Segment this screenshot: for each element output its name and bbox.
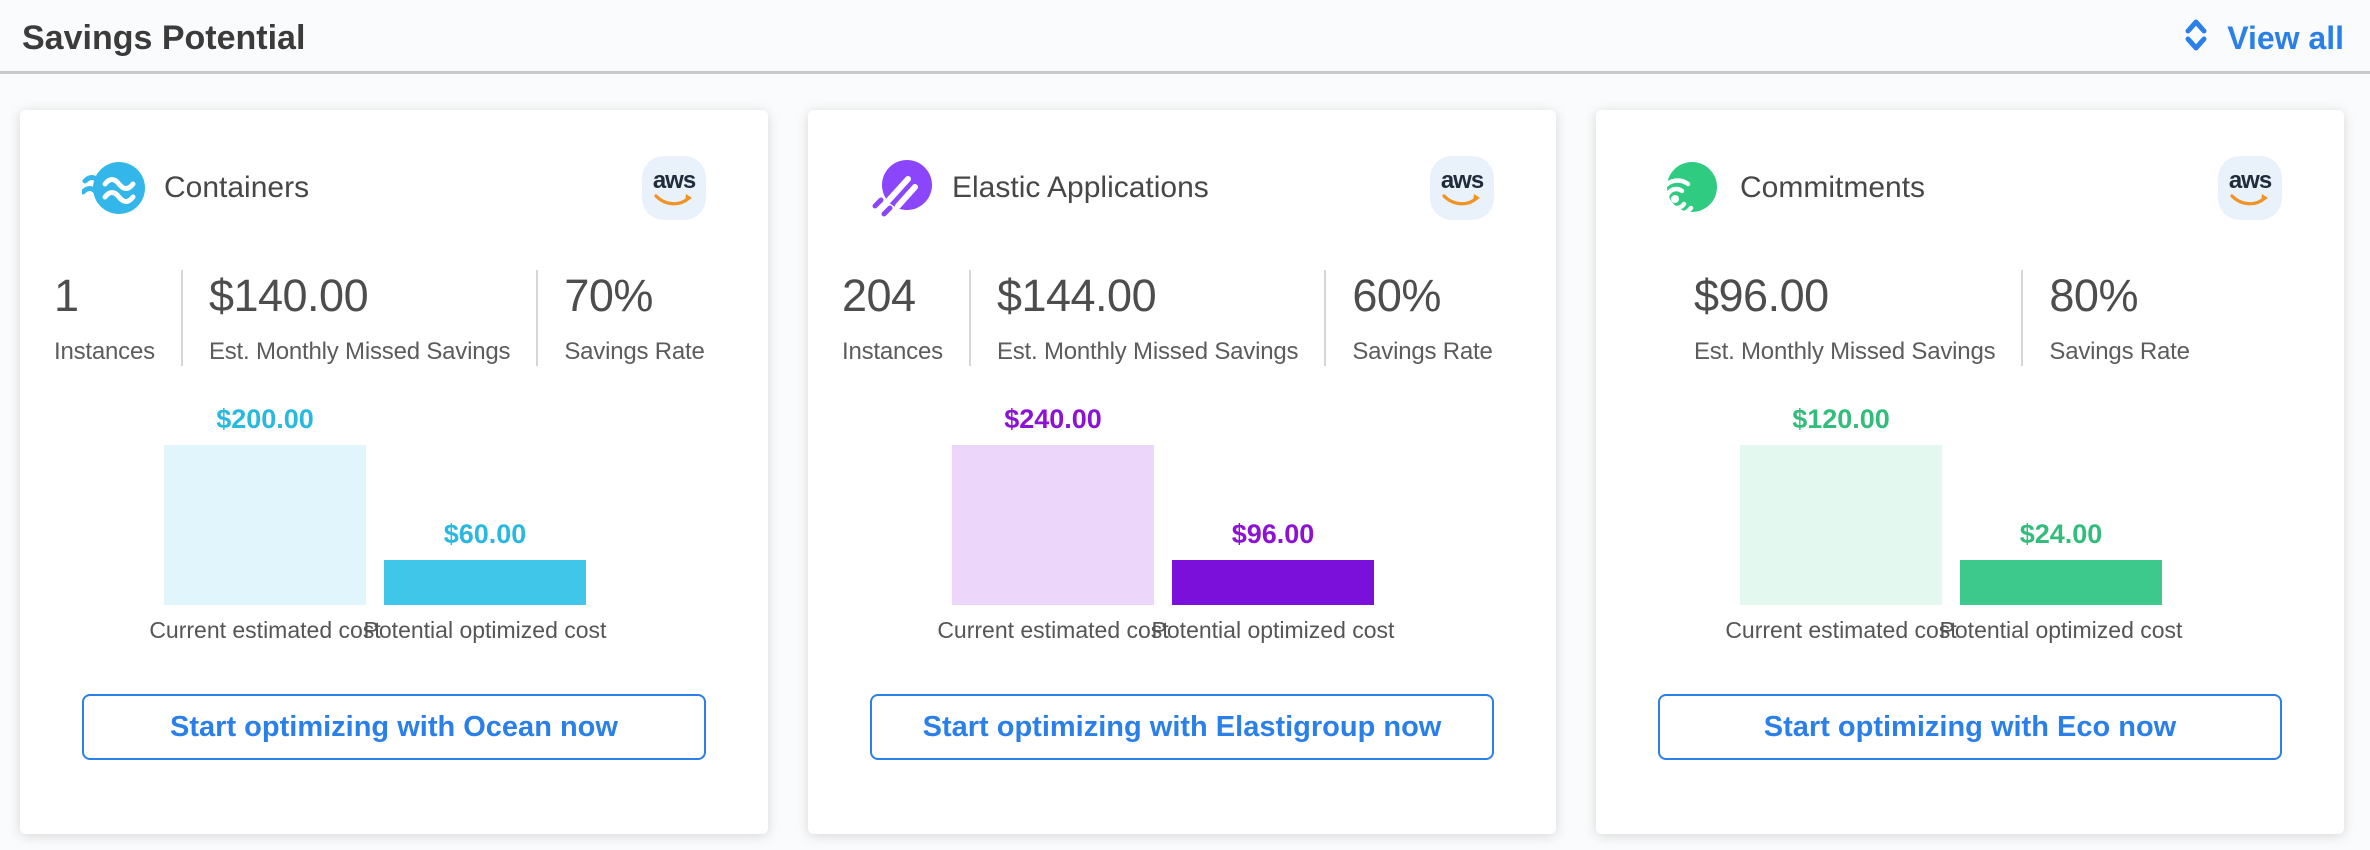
stat-label: Est. Monthly Missed Savings (208, 338, 511, 365)
chart-column-potential: $96.00 Potential optimized cost (1152, 404, 1395, 644)
stat-instances: 1 Instances (54, 270, 181, 366)
aws-label: aws (2228, 166, 2272, 194)
chart-column-current: $120.00 Current estimated cost (1725, 404, 1956, 644)
stat-value: 1 (54, 270, 79, 321)
cost-comparison-chart: $240.00 Current estimated cost $96.00 Po… (937, 404, 1522, 644)
bar-potential-optimized-cost (384, 560, 586, 605)
aws-badge: aws (2218, 156, 2282, 220)
bar-category-label: Current estimated cost (937, 617, 1169, 643)
bar-value-label: $60.00 (443, 519, 527, 549)
stat-missed-savings: $140.00 Est. Monthly Missed Savings (180, 270, 536, 366)
stat-value: 80% (2049, 270, 2138, 321)
start-optimizing-elastigroup-button[interactable]: Start optimizing with Elastigroup now (870, 694, 1494, 760)
stat-savings-rate: 70% Savings Rate (536, 270, 730, 366)
bar-category-label: Current estimated cost (149, 617, 381, 643)
card-header: Elastic Applications aws (842, 156, 1522, 220)
stat-label: Savings Rate (2049, 338, 2190, 365)
savings-potential-header: Savings Potential View all (0, 0, 2370, 74)
stat-value: $96.00 (1694, 270, 1829, 321)
stat-value: $140.00 (208, 270, 369, 321)
bar-category-label: Potential optimized cost (1939, 617, 2183, 643)
stat-value: 204 (842, 270, 916, 321)
eco-icon (1658, 159, 1722, 217)
card-containers: Containers aws 1 Instances $140.00 Est. … (20, 110, 768, 834)
bar-potential-optimized-cost (1172, 560, 1374, 605)
bar-current-estimated-cost (164, 445, 366, 605)
sort-vertical-icon (2181, 17, 2211, 61)
card-title: Commitments (1740, 171, 1926, 204)
aws-label: aws (1440, 166, 1484, 194)
stat-label: Savings Rate (564, 338, 705, 365)
page-title: Savings Potential (22, 19, 306, 57)
card-elastic-applications: Elastic Applications aws 204 Instances $… (808, 110, 1556, 834)
aws-smile-icon (1442, 193, 1482, 212)
aws-badge: aws (1430, 156, 1494, 220)
card-title: Elastic Applications (952, 171, 1209, 204)
card-title: Containers (164, 171, 310, 204)
stat-savings-rate: 80% Savings Rate (2021, 270, 2215, 366)
stat-label: Est. Monthly Missed Savings (996, 338, 1299, 365)
stat-value: 60% (1352, 270, 1441, 321)
view-all-button[interactable]: View all (2181, 17, 2344, 61)
bar-value-label: $240.00 (1004, 404, 1102, 434)
bar-value-label: $120.00 (1792, 404, 1890, 434)
stat-label: Est. Monthly Missed Savings (1694, 338, 1996, 365)
start-optimizing-ocean-button[interactable]: Start optimizing with Ocean now (82, 694, 706, 760)
card-header: Commitments aws (1630, 156, 2310, 220)
chart-column-current: $240.00 Current estimated cost (937, 404, 1168, 644)
stat-savings-rate: 60% Savings Rate (1324, 270, 1518, 366)
aws-badge: aws (642, 156, 706, 220)
stat-label: Savings Rate (1352, 338, 1493, 365)
aws-label: aws (652, 166, 696, 194)
cost-comparison-chart: $200.00 Current estimated cost $60.00 Po… (149, 404, 734, 644)
stat-missed-savings: $96.00 Est. Monthly Missed Savings (1694, 270, 2021, 366)
stats-row: $96.00 Est. Monthly Missed Savings 80% S… (1694, 270, 2310, 366)
stat-missed-savings: $144.00 Est. Monthly Missed Savings (968, 270, 1324, 366)
aws-smile-icon (2230, 193, 2270, 212)
ocean-waves-icon (80, 159, 146, 217)
bar-current-estimated-cost (952, 445, 1154, 605)
bar-current-estimated-cost (1740, 445, 1942, 605)
chart-column-potential: $24.00 Potential optimized cost (1940, 404, 2183, 644)
start-optimizing-eco-button[interactable]: Start optimizing with Eco now (1658, 694, 2282, 760)
bar-value-label: $200.00 (216, 404, 314, 434)
bar-category-label: Potential optimized cost (363, 617, 607, 643)
stats-row: 1 Instances $140.00 Est. Monthly Missed … (54, 270, 734, 366)
view-all-label: View all (2227, 20, 2344, 56)
stat-label: Instances (54, 338, 155, 365)
stat-value: 70% (564, 270, 653, 321)
chart-column-current: $200.00 Current estimated cost (149, 404, 380, 644)
bar-value-label: $24.00 (2019, 519, 2103, 549)
stat-instances: 204 Instances (842, 270, 969, 366)
elastigroup-rocket-icon (870, 159, 934, 217)
stat-label: Instances (842, 338, 943, 365)
stat-value: $144.00 (996, 270, 1157, 321)
stats-row: 204 Instances $144.00 Est. Monthly Misse… (842, 270, 1522, 366)
card-header: Containers aws (54, 156, 734, 220)
savings-cards-row: Containers aws 1 Instances $140.00 Est. … (0, 110, 2370, 834)
cost-comparison-chart: $120.00 Current estimated cost $24.00 Po… (1725, 404, 2310, 644)
bar-value-label: $96.00 (1231, 519, 1315, 549)
bar-potential-optimized-cost (1960, 560, 2162, 605)
card-commitments: Commitments aws $96.00 Est. Monthly Miss… (1596, 110, 2344, 834)
bar-category-label: Current estimated cost (1725, 617, 1957, 643)
chart-column-potential: $60.00 Potential optimized cost (364, 404, 607, 644)
aws-smile-icon (654, 193, 694, 212)
bar-category-label: Potential optimized cost (1151, 617, 1395, 643)
